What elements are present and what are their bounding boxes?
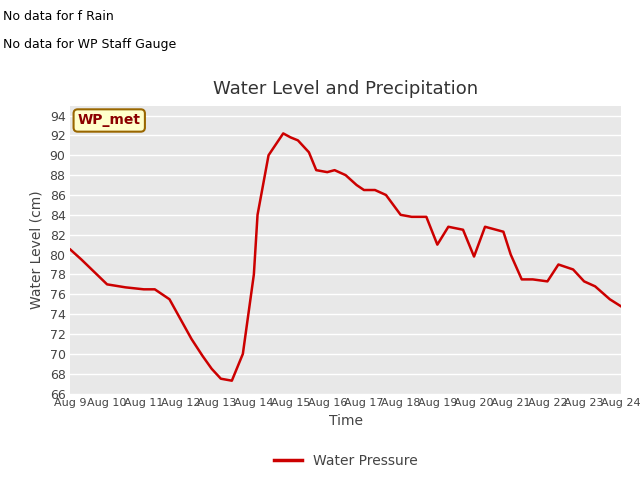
- Text: No data for WP Staff Gauge: No data for WP Staff Gauge: [3, 38, 177, 51]
- Text: No data for f Rain: No data for f Rain: [3, 10, 114, 23]
- Y-axis label: Water Level (cm): Water Level (cm): [30, 190, 44, 309]
- Text: WP_met: WP_met: [77, 113, 141, 128]
- Title: Water Level and Precipitation: Water Level and Precipitation: [213, 81, 478, 98]
- Legend: Water Pressure: Water Pressure: [268, 448, 423, 473]
- X-axis label: Time: Time: [328, 414, 363, 428]
